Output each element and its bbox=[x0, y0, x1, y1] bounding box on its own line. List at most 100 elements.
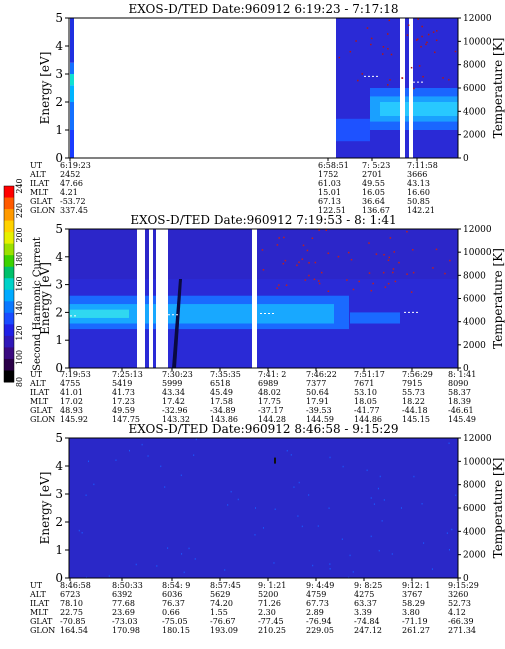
noise-speck bbox=[442, 77, 444, 79]
y2-tick-label: 0 bbox=[463, 574, 469, 584]
table-cell: 63.37 bbox=[354, 599, 377, 608]
data-strip-band bbox=[70, 130, 74, 158]
table-cell: 7:46:22 bbox=[306, 370, 337, 379]
table-cell: 261.27 bbox=[402, 626, 430, 635]
colorbar-tick-label: 140 bbox=[15, 301, 24, 316]
noise-speck bbox=[147, 455, 149, 457]
table-cell: 48.93 bbox=[60, 406, 83, 415]
table-cell: -41.77 bbox=[354, 406, 380, 415]
noise-speck bbox=[449, 259, 451, 262]
noise-speck bbox=[128, 449, 130, 452]
noise-speck bbox=[81, 531, 83, 534]
colorbar-tick-label: 160 bbox=[15, 276, 24, 291]
table-cell: 2.30 bbox=[258, 608, 276, 617]
y2-tick-label: 2000 bbox=[463, 131, 486, 141]
noise-speck bbox=[366, 27, 369, 29]
table-cell: 5419 bbox=[112, 379, 132, 388]
table-cell: 143.86 bbox=[210, 415, 238, 424]
table-cell: 9: 1:21 bbox=[258, 581, 286, 590]
y-axis-temperature: 0 2000 4000 6000 8000 10000 12000 Temperature [… bbox=[458, 14, 505, 164]
table-cell: 6392 bbox=[112, 590, 132, 599]
table-cell: -46.61 bbox=[448, 406, 474, 415]
noise-speck bbox=[436, 30, 438, 32]
table-cell: 337.45 bbox=[60, 206, 88, 215]
table-cell: 143.32 bbox=[162, 415, 190, 424]
table-cell: 18.22 bbox=[402, 397, 425, 406]
table-row-label: ALT bbox=[29, 379, 46, 388]
noise-speck bbox=[400, 507, 402, 509]
table-cell: 6518 bbox=[210, 379, 230, 388]
spike bbox=[172, 279, 182, 368]
table-cell: -70.85 bbox=[60, 617, 86, 626]
table-row-label: GLON bbox=[30, 626, 55, 635]
noise-speck bbox=[377, 487, 379, 490]
table-cell: 142.21 bbox=[407, 206, 435, 215]
table-cell: 122.51 bbox=[318, 206, 346, 215]
colorbar-swatch bbox=[4, 243, 14, 256]
y-tick-label: 3 bbox=[55, 67, 63, 81]
y-tick-label: 1 bbox=[55, 123, 63, 137]
table-cell: 8:54: 9 bbox=[162, 581, 190, 590]
noise-speck bbox=[372, 282, 374, 285]
table-cell: 9: 8:25 bbox=[354, 581, 382, 590]
y-axis-label: Energy [eV] bbox=[38, 262, 52, 335]
data-strip-band bbox=[70, 18, 74, 63]
colorbar-swatch bbox=[4, 312, 14, 325]
table-cell: 6989 bbox=[258, 379, 278, 388]
noise-speck bbox=[415, 39, 418, 41]
y-tick-label: 4 bbox=[55, 39, 63, 53]
noise-speck bbox=[302, 244, 305, 247]
table-cell: 3.39 bbox=[354, 608, 372, 617]
table-cell: 67.73 bbox=[306, 599, 329, 608]
noise-speck bbox=[156, 565, 158, 567]
noise-speck bbox=[181, 553, 183, 555]
noise-speck bbox=[446, 532, 448, 534]
noise-speck bbox=[406, 34, 409, 36]
noise-speck bbox=[358, 280, 360, 283]
noise-speck bbox=[346, 279, 348, 281]
table-row-label: MLT bbox=[30, 608, 49, 617]
table-row-label: MLT bbox=[30, 397, 49, 406]
noise-speck bbox=[410, 66, 413, 69]
noise-speck bbox=[368, 272, 371, 274]
colorbar-swatch bbox=[4, 197, 14, 210]
noise-speck bbox=[412, 271, 415, 274]
noise-speck bbox=[448, 78, 450, 81]
table-row-label: MLT bbox=[30, 188, 49, 197]
noise-speck bbox=[425, 43, 427, 46]
noise-speck bbox=[388, 256, 391, 259]
noise-speck bbox=[78, 529, 80, 532]
y-tick-label: 3 bbox=[55, 278, 63, 292]
panel-title: EXOS-D/TED Date:960912 8:46:58 - 9:15:29 bbox=[128, 422, 398, 436]
table-cell: 16.60 bbox=[407, 188, 430, 197]
noise-speck bbox=[352, 288, 355, 291]
table-cell: 3666 bbox=[407, 170, 427, 179]
table-cell: 7:19:53 bbox=[60, 370, 91, 379]
table-cell: -74.84 bbox=[354, 617, 380, 626]
table-cell: 49.59 bbox=[112, 406, 135, 415]
noise-speck bbox=[349, 50, 352, 53]
table-cell: 7915 bbox=[402, 379, 422, 388]
table-cell: 271.34 bbox=[448, 626, 476, 635]
noise-speck bbox=[389, 79, 391, 81]
table-cell: 48.02 bbox=[258, 388, 281, 397]
table-cell: 18.05 bbox=[354, 397, 377, 406]
y-axis-temperature: 0 2000 4000 6000 8000 10000 12000 Temperature [… bbox=[458, 225, 505, 374]
table-cell: 4755 bbox=[60, 379, 80, 388]
table-cell: 7671 bbox=[354, 379, 374, 388]
noise-speck bbox=[387, 282, 390, 285]
table-cell: -71.19 bbox=[402, 617, 428, 626]
spectrogram-image bbox=[69, 229, 458, 368]
table-cell: 7377 bbox=[306, 379, 326, 388]
y2-tick-label: 12000 bbox=[463, 225, 492, 235]
noise-speck bbox=[387, 48, 389, 50]
noise-speck bbox=[384, 286, 387, 288]
table-row-label: ILAT bbox=[30, 599, 50, 608]
noise-speck bbox=[227, 504, 229, 506]
noise-speck bbox=[413, 87, 415, 90]
table-cell: 58.37 bbox=[448, 388, 471, 397]
noise-speck bbox=[406, 230, 408, 233]
colorbar-tick-label: 200 bbox=[15, 227, 24, 242]
table-row-label: ALT bbox=[29, 590, 46, 599]
table-cell: -75.05 bbox=[162, 617, 188, 626]
